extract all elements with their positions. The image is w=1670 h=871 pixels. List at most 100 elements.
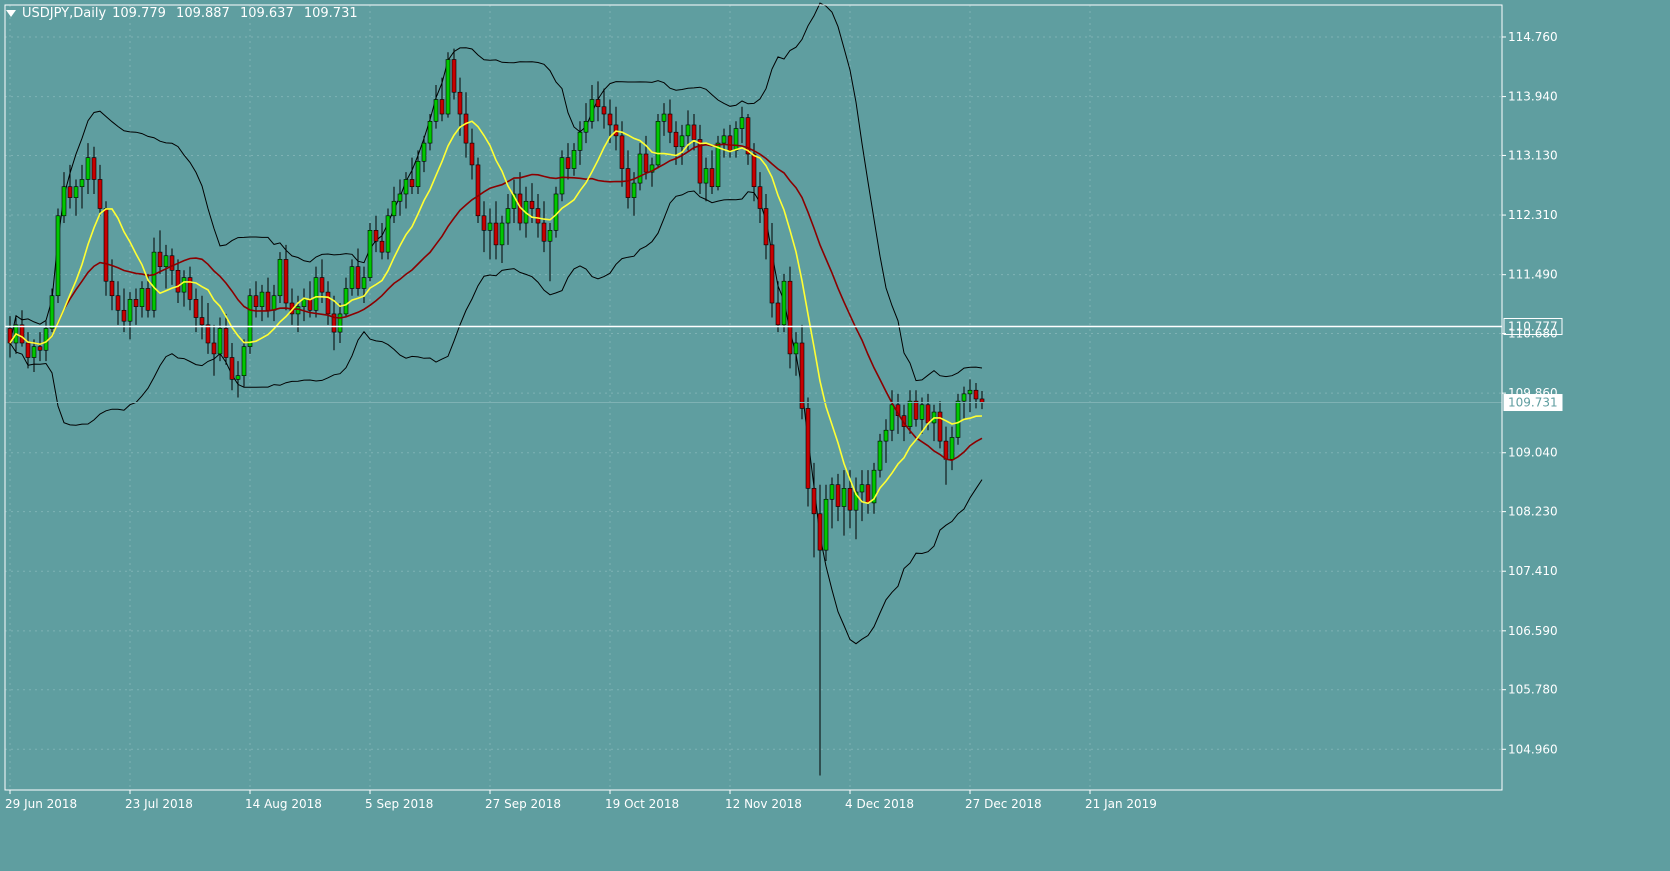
- candle-bearish: [541, 222, 547, 242]
- candle-bullish: [127, 299, 133, 322]
- candle-bullish: [403, 179, 409, 195]
- candle-bearish: [25, 342, 31, 358]
- candle-bullish: [505, 208, 511, 224]
- candle-bearish: [619, 135, 625, 169]
- candle-bearish: [943, 440, 949, 460]
- candle-bearish: [811, 488, 817, 515]
- price-axis: 114.760 113.940 113.130 112.310 111.490 110.6…: [1502, 30, 1558, 756]
- ohlc-readout: 109.779 109.887 109.637 109.731: [106, 6, 357, 21]
- candle-bearish: [697, 139, 703, 184]
- candle-bullish: [241, 346, 247, 376]
- candle-bearish: [673, 131, 679, 148]
- y-tick-label: 114.760: [1508, 30, 1558, 44]
- candle-bearish: [373, 230, 379, 242]
- candle-bullish: [685, 124, 691, 137]
- open-value: 109.779: [112, 6, 166, 21]
- candle-bearish: [805, 408, 811, 489]
- candle-bullish: [961, 393, 967, 402]
- candle-bullish: [949, 437, 955, 460]
- y-tick-label: 110.680: [1508, 327, 1558, 341]
- candlesticks: [7, 48, 985, 776]
- candle-bearish: [493, 222, 499, 246]
- candle-bearish: [757, 186, 763, 209]
- candle-bullish: [361, 277, 367, 289]
- candle-bearish: [607, 113, 613, 126]
- candle-bullish: [793, 342, 799, 355]
- x-tick-label: 5 Sep 2018: [365, 797, 433, 811]
- y-tick-label: 113.940: [1508, 90, 1558, 104]
- y-tick-label: 109.040: [1508, 446, 1558, 460]
- candle-bearish: [625, 168, 631, 198]
- candle-bullish: [139, 288, 145, 307]
- current-price-box: [1503, 394, 1563, 412]
- candle-bullish: [163, 255, 169, 267]
- candle-bullish: [421, 142, 427, 162]
- candle-bullish: [427, 120, 433, 144]
- candle-bearish: [199, 317, 205, 326]
- candle-bearish: [817, 513, 823, 551]
- plot-frame: [4, 4, 1503, 791]
- candle-bearish: [205, 324, 211, 344]
- candle-bearish: [775, 302, 781, 326]
- x-tick-label: 19 Oct 2018: [605, 797, 679, 811]
- candle-bearish: [727, 135, 733, 151]
- candle-bearish: [223, 328, 229, 358]
- candle-bearish: [283, 259, 289, 304]
- candle-bearish: [769, 244, 775, 304]
- candle-bearish: [595, 99, 601, 108]
- x-tick-label: 4 Dec 2018: [845, 797, 914, 811]
- candle-bearish: [133, 299, 139, 307]
- x-tick-label: 27 Sep 2018: [485, 797, 561, 811]
- candle-bullish: [151, 251, 157, 311]
- horizontal-line-group[interactable]: 110.777 109.731: [5, 317, 1563, 412]
- candle-bullish: [637, 153, 643, 184]
- candle-bullish: [859, 484, 865, 493]
- candle-bullish: [73, 186, 79, 198]
- y-tick-label: 105.780: [1508, 683, 1558, 697]
- candle-bearish: [475, 164, 481, 217]
- candle-bearish: [169, 255, 175, 271]
- candle-bearish: [19, 324, 25, 344]
- symbol-label: USDJPY,Daily: [22, 6, 107, 21]
- candle-bearish: [109, 280, 115, 297]
- candle-bullish: [61, 186, 67, 217]
- candle-bullish: [181, 277, 187, 293]
- candle-bearish: [601, 106, 607, 115]
- horizontal-line-price-label: 110.777: [1508, 319, 1558, 333]
- candle-bearish: [121, 309, 127, 322]
- candle-bearish: [835, 484, 841, 507]
- candle-bearish: [481, 215, 487, 231]
- candle-bullish: [679, 135, 685, 148]
- candle-bullish: [577, 131, 583, 151]
- candle-bullish: [31, 346, 37, 358]
- dropdown-triangle-icon[interactable]: [6, 10, 16, 17]
- candle-bearish: [319, 277, 325, 293]
- candle-bearish: [229, 357, 235, 380]
- candle-bullish: [445, 59, 451, 115]
- candle-bullish: [301, 299, 307, 307]
- candle-bearish: [463, 113, 469, 144]
- candle-bearish: [799, 342, 805, 409]
- x-tick-label: 23 Jul 2018: [125, 797, 193, 811]
- candle-bullish: [823, 498, 829, 551]
- candle-bullish: [313, 277, 319, 311]
- candle-bullish: [721, 135, 727, 144]
- y-tick-label: 108.230: [1508, 505, 1558, 519]
- candle-bullish: [79, 179, 85, 188]
- x-tick-label: 12 Nov 2018: [725, 797, 802, 811]
- candle-bullish: [43, 328, 49, 351]
- candle-bearish: [187, 277, 193, 300]
- candle-bearish: [529, 200, 535, 209]
- horizontal-line-price-box: [1503, 317, 1563, 335]
- candle-bullish: [385, 215, 391, 253]
- candle-bearish: [925, 404, 931, 424]
- candle-bearish: [745, 117, 751, 155]
- candle-bearish: [37, 346, 43, 351]
- candle-bullish: [649, 164, 655, 173]
- candle-bullish: [829, 484, 835, 500]
- grid: [5, 5, 1502, 790]
- candle-bullish: [367, 230, 373, 278]
- candle-bearish: [847, 488, 853, 511]
- x-tick-label: 14 Aug 2018: [245, 797, 322, 811]
